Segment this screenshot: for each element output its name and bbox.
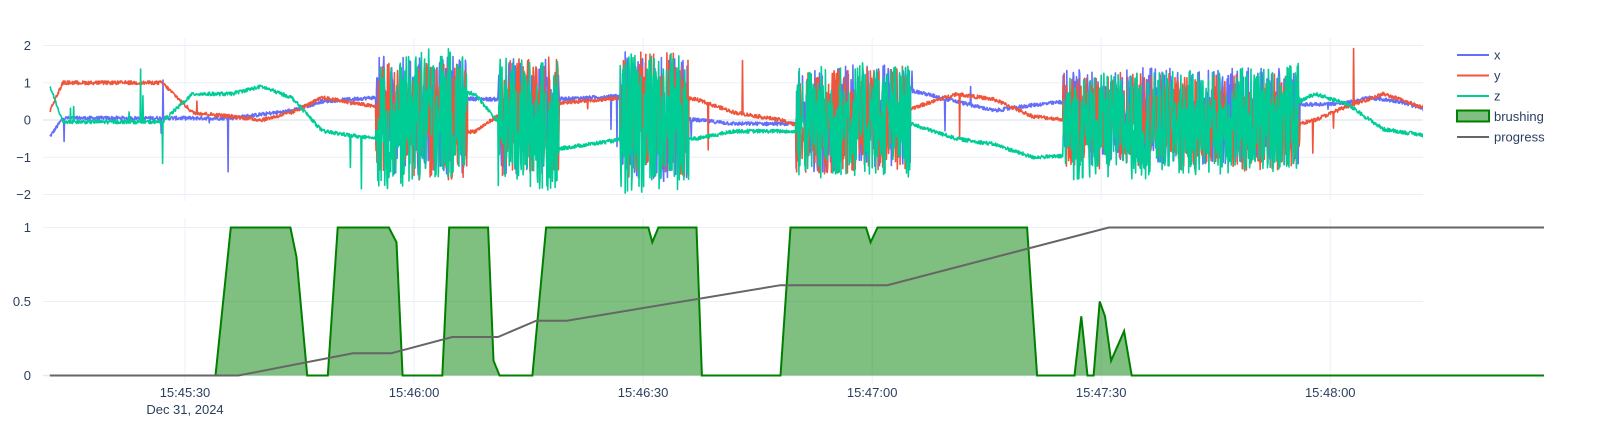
legend-label: x [1494,48,1501,63]
x-date-label: Dec 31, 2024 [146,402,223,417]
legend-swatch [1456,109,1490,123]
legend-item-z[interactable]: z [1457,89,1501,104]
top-series [49,47,1423,194]
legend-label: progress [1494,130,1545,145]
top-y-tick-label: −2 [16,187,31,202]
legend-item-brushing[interactable]: brushing [1456,109,1544,124]
legend[interactable]: xyz brushing progress [1456,48,1545,145]
bottom-y-tick-label: 0.5 [13,294,31,309]
legend-item-x[interactable]: x [1457,48,1501,63]
progress-line [49,226,1544,377]
legend-label: brushing [1494,109,1544,124]
bottom-y-tick-label: 1 [24,220,31,235]
brushing-line [49,226,1544,377]
x-tick-label: 15:47:00 [847,385,898,400]
brushing-panel: 10.50 [13,218,1545,384]
top-y-tick-label: −1 [16,150,31,165]
bottom-series [49,226,1545,377]
x-axis: 15:45:30 15:46:00 15:46:30 15:47:00 15:47:30… [160,385,1356,400]
top-y-axis: 2 1 0 −1 −2 [16,38,31,202]
legend-label: z [1494,89,1501,104]
x-tick-label: 15:48:00 [1305,385,1356,400]
top-y-tick-label: 1 [24,75,31,90]
x-tick-label: 15:45:30 [160,385,211,400]
top-y-tick-label: 2 [24,38,31,53]
bottom-y-axis: 10.50 [13,220,31,383]
brushing-area [49,227,1545,376]
series-line-z [49,48,1423,194]
legend-item-progress[interactable]: progress [1457,130,1545,145]
x-tick-label: 15:46:30 [618,385,669,400]
top-y-tick-label: 0 [24,113,31,128]
x-tick-label: 15:47:30 [1076,385,1127,400]
legend-item-y[interactable]: y [1457,68,1501,83]
bottom-y-tick-label: 0 [24,368,31,383]
legend-label: y [1494,68,1501,83]
x-tick-label: 15:46:00 [389,385,440,400]
accelerometer-panel: 2 1 0 −1 −2 [16,38,1423,202]
